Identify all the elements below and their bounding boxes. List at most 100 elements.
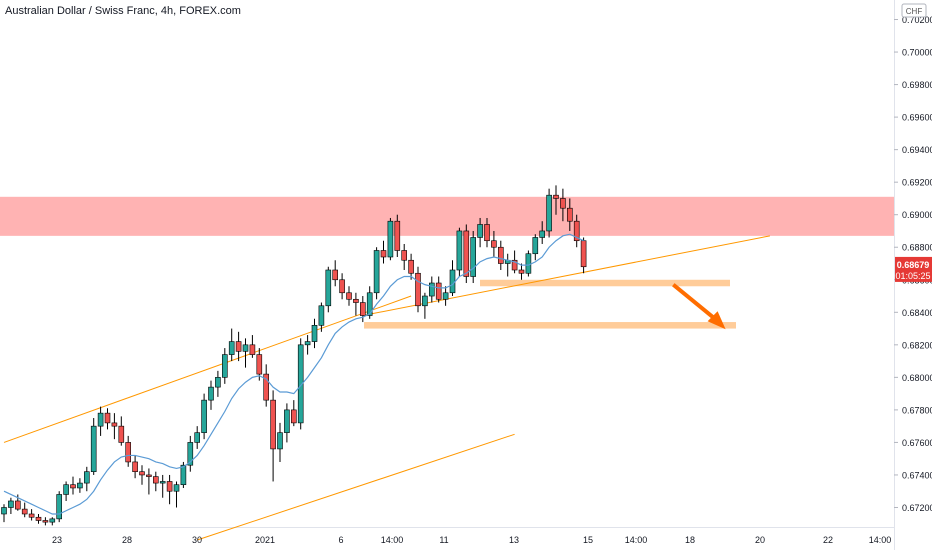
candle-body xyxy=(511,259,518,271)
candle xyxy=(325,266,332,313)
candle-body xyxy=(77,482,83,489)
x-tick-label: 28 xyxy=(122,535,132,545)
candle xyxy=(228,328,235,362)
candle-body xyxy=(311,325,318,342)
x-tick-label: 18 xyxy=(685,535,695,545)
candle xyxy=(518,263,525,280)
candle xyxy=(42,517,49,526)
candle-body xyxy=(380,250,387,258)
candle-body xyxy=(132,461,138,472)
candle-body xyxy=(111,422,118,427)
candle xyxy=(235,331,242,362)
candle-body xyxy=(573,220,580,242)
candle-body xyxy=(70,484,76,489)
x-tick-label: 14:00 xyxy=(381,535,404,545)
currency-label: CHF xyxy=(906,7,923,16)
x-tick-label: 30 xyxy=(192,535,202,545)
candle xyxy=(208,380,214,410)
candle xyxy=(304,335,311,355)
candle-body xyxy=(546,194,552,232)
candle xyxy=(394,214,401,257)
candle-body xyxy=(49,518,56,523)
candle xyxy=(580,237,587,274)
candle xyxy=(173,481,180,508)
candle xyxy=(1,504,7,523)
candle-body xyxy=(456,230,463,271)
support-zone xyxy=(480,279,730,287)
candle-body xyxy=(8,500,14,508)
candle-body xyxy=(35,516,42,521)
candle xyxy=(297,338,304,430)
candle-body xyxy=(477,224,483,238)
x-tick-label: 13 xyxy=(509,535,519,545)
candle xyxy=(477,217,483,248)
candle-body xyxy=(187,442,194,466)
candle xyxy=(187,435,194,472)
candle-body xyxy=(428,282,435,297)
last-price-countdown: 01:05:25 xyxy=(895,271,930,281)
candle xyxy=(132,455,138,479)
y-tick-label: 0.69800 xyxy=(902,80,932,90)
candle-body xyxy=(249,344,256,355)
candle xyxy=(263,364,270,407)
candle xyxy=(21,502,28,518)
candle xyxy=(222,348,228,384)
candle xyxy=(387,217,394,261)
candle-body xyxy=(532,237,539,255)
candle-body xyxy=(580,240,587,268)
candle-body xyxy=(15,500,21,510)
y-tick-label: 0.67200 xyxy=(902,503,932,513)
y-tick-label: 0.67400 xyxy=(902,470,932,480)
candle-body xyxy=(297,344,304,424)
x-tick-label: 23 xyxy=(52,535,62,545)
candle-body xyxy=(173,484,180,492)
resistance-zone xyxy=(0,196,894,236)
candle-body xyxy=(194,432,200,443)
candle xyxy=(346,286,352,306)
currency-box xyxy=(901,3,927,18)
candle-body xyxy=(497,246,504,264)
candle-body xyxy=(463,230,470,277)
candle-body xyxy=(235,341,242,352)
candle xyxy=(428,276,435,303)
candle xyxy=(153,471,159,492)
moving-average-line xyxy=(3,233,584,515)
candle-body xyxy=(215,377,221,388)
x-tick-label: 6 xyxy=(338,535,343,545)
candle xyxy=(139,465,145,485)
candle-body xyxy=(159,481,166,484)
channel-upper-line xyxy=(3,295,412,443)
candle xyxy=(277,422,283,462)
candle xyxy=(525,250,532,277)
candle xyxy=(242,338,249,368)
y-tick-label: 0.68000 xyxy=(902,373,932,383)
last-price-badge xyxy=(895,256,932,282)
candle xyxy=(8,497,14,514)
candle xyxy=(35,513,42,524)
candle xyxy=(401,243,408,271)
candle-body xyxy=(104,412,111,424)
candle-body xyxy=(339,279,345,294)
candle xyxy=(70,476,76,495)
candle-body xyxy=(256,354,263,375)
candle xyxy=(435,276,442,303)
candle-body xyxy=(166,481,173,492)
candle xyxy=(470,230,477,284)
x-tick-label: 20 xyxy=(755,535,765,545)
candle-body xyxy=(449,269,456,294)
candle-body xyxy=(263,373,270,401)
candle xyxy=(339,273,345,300)
candle xyxy=(270,390,276,482)
candle-body xyxy=(387,220,394,258)
candle-body xyxy=(325,269,332,307)
candle xyxy=(84,466,90,492)
candle-body xyxy=(63,484,69,495)
candle xyxy=(408,253,414,280)
candle-body xyxy=(28,513,35,518)
last-price-value: 0.68679 xyxy=(897,260,930,270)
candle xyxy=(532,234,539,261)
candle xyxy=(484,217,490,248)
candle xyxy=(456,227,463,277)
